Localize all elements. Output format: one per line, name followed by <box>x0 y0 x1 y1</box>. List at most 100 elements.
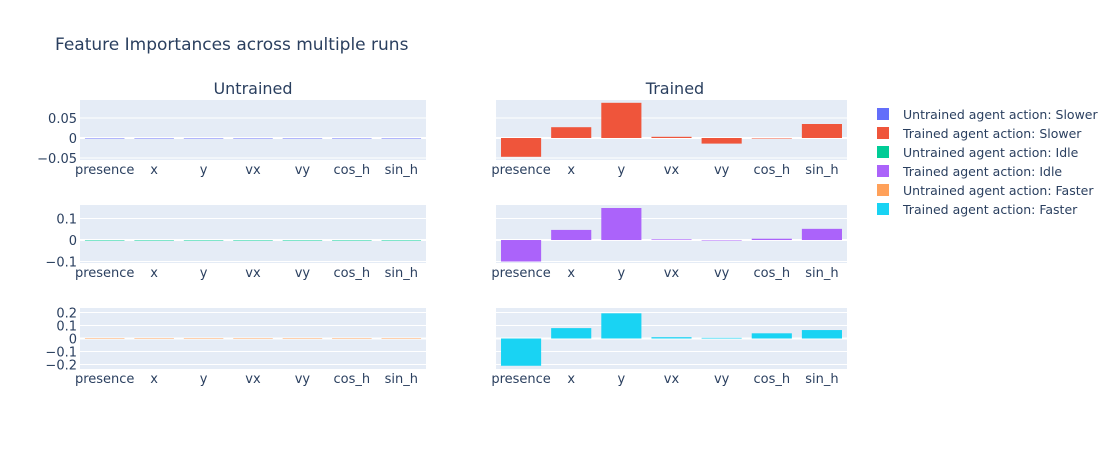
legend-item[interactable]: Trained agent action: Faster <box>877 202 1078 217</box>
y-tick-label: −0.1 <box>45 345 77 360</box>
subplot-idle-trained: presence x y vx vy cos_h sin_h <box>491 205 847 281</box>
bar-cos_h[interactable] <box>751 138 792 139</box>
bar-vy[interactable] <box>282 138 323 139</box>
y-tick-label: 0.1 <box>56 213 77 228</box>
bar-vx[interactable] <box>651 337 692 339</box>
subplot-faster-untrained: −0.2−0.100.10.2 presence x y vx vy cos_h sin_h <box>45 307 426 387</box>
legend-item[interactable]: Trained agent action: Idle <box>877 164 1062 179</box>
bar-y[interactable] <box>183 240 224 241</box>
x-tick-label: vy <box>295 266 311 281</box>
x-tick-label: y <box>618 266 626 281</box>
bar-sin_h[interactable] <box>381 138 422 139</box>
y-tick-label: −0.1 <box>45 255 77 270</box>
subplot-title-trained: Trained <box>645 79 704 98</box>
x-tick-label: presence <box>75 266 134 281</box>
bar-presence[interactable] <box>84 338 125 340</box>
bar-cos_h[interactable] <box>751 238 792 241</box>
x-tick-label: y <box>618 372 626 387</box>
plot-background <box>80 205 426 263</box>
bar-vx[interactable] <box>233 240 273 241</box>
x-tick-label: x <box>150 163 158 178</box>
bar-vx[interactable] <box>233 138 273 139</box>
subplot-slower-trained: presence x y vx vy cos_h sin_h <box>491 100 847 178</box>
bar-vy[interactable] <box>282 240 323 241</box>
x-tick-label: sin_h <box>385 372 418 387</box>
x-tick-label: sin_h <box>805 266 838 281</box>
x-tick-label: vx <box>664 163 680 178</box>
bar-cos_h[interactable] <box>332 240 372 241</box>
bar-sin_h[interactable] <box>801 330 842 339</box>
y-tick-label: 0 <box>69 234 77 249</box>
bar-presence[interactable] <box>84 138 125 139</box>
x-tick-label: vy <box>714 163 730 178</box>
bar-x[interactable] <box>551 229 592 241</box>
legend-swatch <box>877 184 889 196</box>
x-tick-label: vy <box>295 163 311 178</box>
bar-presence[interactable] <box>84 240 125 241</box>
bar-sin_h[interactable] <box>801 124 842 138</box>
bar-y[interactable] <box>183 338 224 340</box>
bar-cos_h[interactable] <box>332 138 372 139</box>
bar-y[interactable] <box>601 102 642 138</box>
bar-presence[interactable] <box>501 240 542 262</box>
legend-item[interactable]: Trained agent action: Slower <box>877 126 1082 141</box>
legend-label: Trained agent action: Idle <box>902 164 1062 179</box>
y-tick-label: 0.05 <box>48 112 77 127</box>
x-tick-label: presence <box>75 372 134 387</box>
legend-item[interactable]: Untrained agent action: Slower <box>877 107 1098 122</box>
x-tick-label: x <box>150 372 158 387</box>
bar-vy[interactable] <box>701 240 742 241</box>
x-tick-label: sin_h <box>385 163 418 178</box>
bar-y[interactable] <box>601 208 642 241</box>
bar-x[interactable] <box>551 127 592 138</box>
subplot-title-untrained: Untrained <box>213 79 292 98</box>
x-tick-label: presence <box>491 372 550 387</box>
x-tick-label: presence <box>491 163 550 178</box>
y-tick-label: 0 <box>69 333 77 348</box>
bar-x[interactable] <box>134 338 174 340</box>
legend-label: Trained agent action: Slower <box>902 126 1082 141</box>
bar-sin_h[interactable] <box>801 228 842 241</box>
bar-cos_h[interactable] <box>751 333 792 339</box>
bar-vx[interactable] <box>651 136 692 138</box>
legend[interactable]: Untrained agent action: Slower Trained ag… <box>877 107 1098 217</box>
bar-vy[interactable] <box>701 138 742 144</box>
bar-vx[interactable] <box>651 239 692 241</box>
x-tick-label: cos_h <box>334 372 371 387</box>
x-tick-label: y <box>200 372 208 387</box>
y-tick-label: −0.05 <box>37 152 77 167</box>
bar-vy[interactable] <box>282 338 323 340</box>
x-tick-label: cos_h <box>753 372 790 387</box>
x-tick-label: cos_h <box>334 163 371 178</box>
bar-x[interactable] <box>134 138 174 139</box>
legend-swatch <box>877 203 889 215</box>
bar-presence[interactable] <box>501 138 542 157</box>
legend-item[interactable]: Untrained agent action: Faster <box>877 183 1094 198</box>
bar-cos_h[interactable] <box>332 338 372 340</box>
bar-sin_h[interactable] <box>381 338 422 340</box>
subplot-faster-trained: presence x y vx vy cos_h sin_h <box>491 308 847 387</box>
x-tick-label: y <box>200 266 208 281</box>
x-tick-label: sin_h <box>805 163 838 178</box>
x-tick-label: vy <box>714 372 730 387</box>
bar-x[interactable] <box>551 328 592 339</box>
bar-x[interactable] <box>134 240 174 241</box>
legend-swatch <box>877 165 889 177</box>
bar-sin_h[interactable] <box>381 240 422 241</box>
x-tick-label: sin_h <box>805 372 838 387</box>
x-tick-label: x <box>150 266 158 281</box>
x-tick-label: y <box>618 163 626 178</box>
legend-label: Trained agent action: Faster <box>902 202 1078 217</box>
plot-background <box>80 100 426 160</box>
x-tick-label: presence <box>491 266 550 281</box>
bar-presence[interactable] <box>501 338 542 366</box>
bar-vy[interactable] <box>701 337 742 339</box>
bar-vx[interactable] <box>233 338 273 340</box>
bar-y[interactable] <box>601 313 642 339</box>
x-tick-label: cos_h <box>753 266 790 281</box>
x-tick-label: y <box>200 163 208 178</box>
x-tick-label: sin_h <box>385 266 418 281</box>
legend-item[interactable]: Untrained agent action: Idle <box>877 145 1079 160</box>
bar-y[interactable] <box>183 138 224 139</box>
